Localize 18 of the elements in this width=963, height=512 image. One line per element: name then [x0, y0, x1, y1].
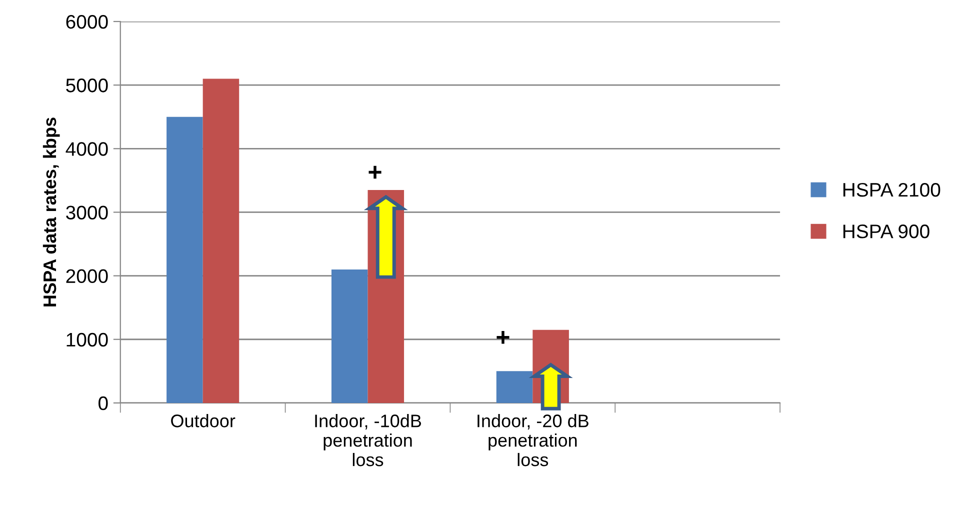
legend-label: HSPA 2100	[843, 182, 940, 197]
x-tick-label: Indoor, -10dB penetration loss	[315, 414, 422, 466]
bar	[166, 116, 203, 403]
annotation: +	[368, 166, 382, 179]
y-tick-label: 1000	[66, 332, 108, 347]
y-axis-title: HSPA data rates, kbps	[42, 118, 60, 306]
x-tick-label: Indoor, -20 dB penetration loss	[478, 414, 588, 466]
bar	[202, 78, 240, 403]
bar	[331, 269, 368, 403]
y-tick-label: 4000	[66, 142, 108, 156]
y-tick-label: 0	[98, 396, 108, 410]
legend-label: HSPA 900	[843, 224, 930, 238]
y-tick-label: 2000	[66, 269, 108, 284]
y-tick-label: 5000	[66, 78, 108, 92]
y-tick-label: 3000	[66, 206, 108, 220]
x-tick-label: Outdoor	[171, 414, 236, 428]
annotation: +	[496, 331, 510, 344]
y-tick-label: 6000	[66, 14, 108, 29]
